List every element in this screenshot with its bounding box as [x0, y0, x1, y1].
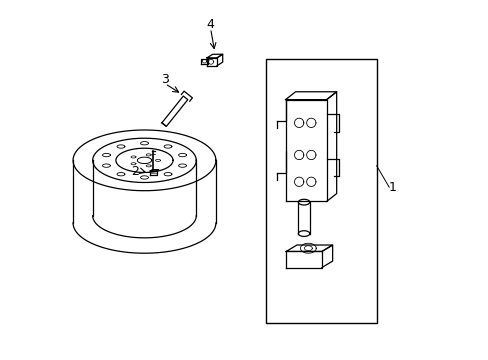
Text: 2: 2	[131, 165, 139, 177]
Text: 3: 3	[161, 73, 168, 86]
Bar	[265, 59, 376, 323]
Text: 1: 1	[388, 181, 396, 194]
Text: 4: 4	[206, 18, 214, 31]
